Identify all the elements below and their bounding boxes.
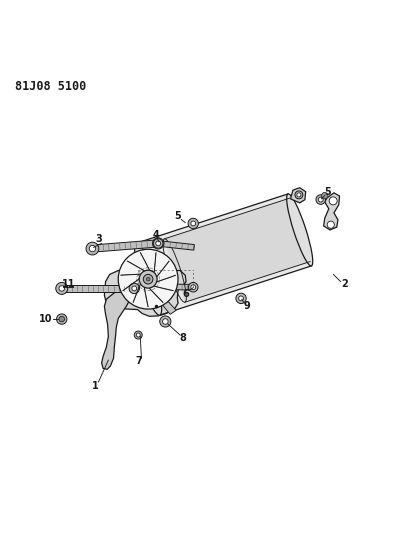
Circle shape <box>118 249 178 309</box>
Circle shape <box>59 317 64 321</box>
Text: 2: 2 <box>341 279 348 289</box>
Circle shape <box>59 316 65 322</box>
Text: 1: 1 <box>92 381 99 391</box>
Text: 7: 7 <box>136 357 143 366</box>
Polygon shape <box>134 270 176 314</box>
Circle shape <box>318 197 323 202</box>
Circle shape <box>132 286 137 291</box>
Text: 3: 3 <box>95 235 102 245</box>
Circle shape <box>191 221 196 226</box>
Circle shape <box>322 192 328 199</box>
Text: 5: 5 <box>324 188 331 197</box>
Circle shape <box>239 296 244 301</box>
Circle shape <box>134 331 142 339</box>
Circle shape <box>139 270 157 288</box>
Polygon shape <box>290 188 306 203</box>
Circle shape <box>188 219 198 229</box>
Text: 9: 9 <box>243 301 250 311</box>
Ellipse shape <box>287 194 313 266</box>
Ellipse shape <box>135 243 162 315</box>
Polygon shape <box>104 270 186 316</box>
Circle shape <box>316 195 326 204</box>
Polygon shape <box>137 194 311 315</box>
Circle shape <box>191 285 196 289</box>
Text: 8: 8 <box>180 333 187 343</box>
Circle shape <box>156 241 160 246</box>
Text: 81J08 5100: 81J08 5100 <box>15 80 86 93</box>
Circle shape <box>295 191 303 199</box>
Circle shape <box>156 240 161 246</box>
Circle shape <box>153 238 164 249</box>
Circle shape <box>162 319 168 324</box>
Polygon shape <box>62 285 134 292</box>
Circle shape <box>236 293 246 304</box>
Text: 10: 10 <box>39 314 53 324</box>
Polygon shape <box>158 240 194 250</box>
Polygon shape <box>164 198 310 302</box>
Text: 11: 11 <box>62 279 75 289</box>
Circle shape <box>136 333 140 337</box>
Circle shape <box>160 316 171 327</box>
Circle shape <box>188 282 198 292</box>
Circle shape <box>86 242 99 255</box>
Circle shape <box>297 193 301 197</box>
Circle shape <box>154 239 163 248</box>
Circle shape <box>57 314 67 324</box>
Circle shape <box>56 282 68 294</box>
Circle shape <box>327 221 335 228</box>
Circle shape <box>143 274 153 284</box>
Circle shape <box>329 197 337 205</box>
Text: 6: 6 <box>183 288 189 298</box>
Text: 4: 4 <box>152 230 159 240</box>
Circle shape <box>89 245 96 252</box>
Circle shape <box>146 277 150 281</box>
Polygon shape <box>101 290 130 369</box>
Circle shape <box>129 283 139 294</box>
Polygon shape <box>324 193 339 230</box>
Polygon shape <box>92 240 158 252</box>
Circle shape <box>59 286 65 291</box>
Text: 5: 5 <box>175 211 181 221</box>
Polygon shape <box>137 284 193 290</box>
